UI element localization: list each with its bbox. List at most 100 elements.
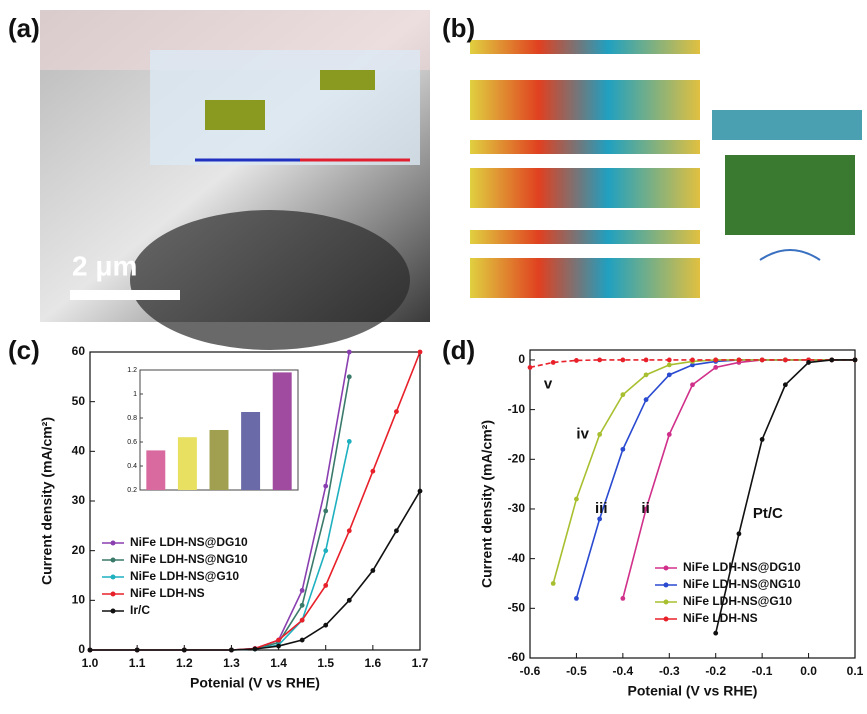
point xyxy=(394,528,399,533)
point xyxy=(574,497,579,502)
point xyxy=(829,358,834,363)
y-tick-label: 1 xyxy=(133,391,137,398)
block xyxy=(725,155,855,235)
legend-marker xyxy=(664,583,669,588)
point xyxy=(347,350,352,355)
point xyxy=(347,374,352,379)
panel-label: (c) xyxy=(8,335,40,365)
legend-marker xyxy=(664,600,669,605)
point xyxy=(394,409,399,414)
layer xyxy=(470,80,700,120)
y-tick-label: 0.6 xyxy=(127,439,137,446)
x-tick-label: -0.3 xyxy=(659,664,680,678)
legend-marker xyxy=(111,592,116,597)
scale-label: 2 μm xyxy=(72,250,137,281)
sheet xyxy=(205,100,265,130)
point xyxy=(574,596,579,601)
point xyxy=(370,469,375,474)
y-tick-label: 0 xyxy=(518,352,525,366)
point xyxy=(551,360,556,365)
point xyxy=(713,631,718,636)
y-tick-label: 20 xyxy=(72,543,86,557)
x-axis-label: Potenial (V vs RHE) xyxy=(628,683,758,699)
panel-label: (d) xyxy=(442,335,475,365)
legend-marker xyxy=(664,566,669,571)
x-tick-label: 0.0 xyxy=(800,664,817,678)
arrow xyxy=(760,250,820,260)
legend-marker xyxy=(111,575,116,580)
point xyxy=(620,392,625,397)
series-line xyxy=(716,360,855,633)
layer xyxy=(470,140,700,154)
point xyxy=(347,439,352,444)
point xyxy=(644,372,649,377)
annotation: v xyxy=(544,376,553,393)
point xyxy=(418,489,423,494)
y-tick-label: 0.2 xyxy=(127,487,137,494)
point xyxy=(253,647,258,652)
point xyxy=(347,528,352,533)
y-tick-label: 40 xyxy=(72,444,86,458)
layer xyxy=(470,230,700,244)
point xyxy=(597,517,602,522)
layer xyxy=(712,110,862,140)
annotation: iv xyxy=(576,425,589,442)
legend-label: NiFe LDH-NS xyxy=(683,611,758,625)
point xyxy=(806,360,811,365)
bar xyxy=(146,450,165,490)
y-tick-label: -20 xyxy=(508,451,526,465)
point xyxy=(597,432,602,437)
panel-label: (a) xyxy=(8,13,40,43)
point xyxy=(300,618,305,623)
y-tick-label: 0.8 xyxy=(127,415,137,422)
legend-label: NiFe LDH-NS@DG10 xyxy=(683,560,801,574)
point xyxy=(300,603,305,608)
sem-shadow xyxy=(130,210,410,350)
point xyxy=(300,638,305,643)
y-tick-label: -50 xyxy=(508,600,526,614)
x-tick-label: 1.2 xyxy=(176,656,193,670)
point xyxy=(667,358,672,363)
point xyxy=(418,350,423,355)
figure: 2 μm (a) (b) (c) (d) 01020304050601.01.1… xyxy=(0,0,867,714)
x-tick-label: 1.0 xyxy=(82,656,99,670)
y-tick-label: -40 xyxy=(508,551,526,565)
x-tick-label: 1.5 xyxy=(317,656,334,670)
point xyxy=(597,358,602,363)
point xyxy=(690,382,695,387)
bar xyxy=(210,430,229,490)
x-tick-label: 1.4 xyxy=(270,656,287,670)
point xyxy=(323,484,328,489)
y-axis-label: Current density (mA/cm²) xyxy=(39,417,55,585)
x-axis-label: Potenial (V vs RHE) xyxy=(190,675,320,691)
annotation: ii xyxy=(641,500,649,517)
sheet xyxy=(320,70,375,90)
x-tick-label: 1.7 xyxy=(412,656,429,670)
point xyxy=(760,358,765,363)
y-tick-label: -30 xyxy=(508,501,526,515)
structure-image xyxy=(470,40,862,298)
legend-marker xyxy=(664,617,669,622)
y-tick-label: -10 xyxy=(508,402,526,416)
point xyxy=(737,531,742,536)
point xyxy=(667,372,672,377)
x-tick-label: 1.3 xyxy=(223,656,240,670)
legend-label: NiFe LDH-NS@G10 xyxy=(683,594,792,608)
point xyxy=(620,358,625,363)
point xyxy=(135,648,140,653)
legend-label: Ir/C xyxy=(130,603,150,617)
point xyxy=(528,365,533,370)
point xyxy=(644,358,649,363)
legend-label: NiFe LDH-NS@NG10 xyxy=(683,577,801,591)
point xyxy=(853,358,858,363)
point xyxy=(667,363,672,368)
y-tick-label: 0.4 xyxy=(127,463,137,470)
y-tick-label: 1.2 xyxy=(127,367,137,374)
y-tick-label: 60 xyxy=(72,344,86,358)
legend-label: NiFe LDH-NS@G10 xyxy=(130,569,239,583)
point xyxy=(713,365,718,370)
point xyxy=(783,382,788,387)
page: 2 μm (a) (b) (c) (d) 01020304050601.01.1… xyxy=(0,0,867,714)
point xyxy=(347,598,352,603)
bar xyxy=(241,412,260,490)
